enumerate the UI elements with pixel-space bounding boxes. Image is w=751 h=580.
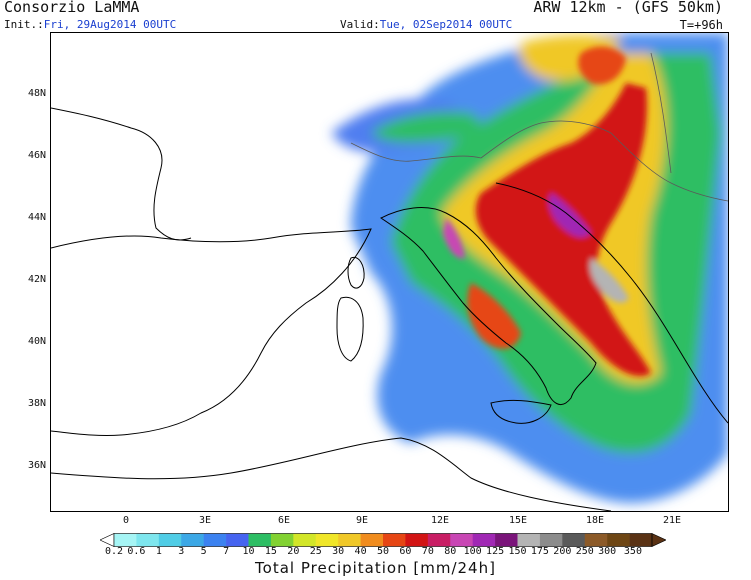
colorbar-swatch xyxy=(181,533,204,547)
colorbar-swatch xyxy=(360,533,384,547)
colorbar-value-label: 7 xyxy=(223,546,230,557)
lon-label-15e: 15E xyxy=(508,515,528,526)
init-value: Fri, 29Aug2014 00UTC xyxy=(43,18,177,31)
precipitation-map xyxy=(50,32,729,512)
borders-overlay xyxy=(350,52,728,202)
colorbar-swatch xyxy=(472,533,496,547)
colorbar-swatch xyxy=(539,533,563,547)
colorbar-value-label: 100 xyxy=(463,546,482,557)
colorbar-value-label: 5 xyxy=(200,546,207,557)
colorbar-value-label: 0.2 xyxy=(104,546,124,557)
lat-label-38n: 38N xyxy=(28,398,47,409)
lon-label-18e: 18E xyxy=(585,515,605,526)
colorbar-title: Total Precipitation [mm/24h] xyxy=(255,559,496,577)
lon-label-3e: 3E xyxy=(198,515,212,526)
lead-time: T=+96h xyxy=(679,18,723,32)
colorbar-swatch xyxy=(248,533,272,547)
colorbar-swatch xyxy=(270,533,294,547)
colorbar-value-label: 3 xyxy=(178,546,185,557)
valid-label: Valid: xyxy=(340,18,380,31)
colorbar-swatch xyxy=(136,533,160,547)
lat-label-36n: 36N xyxy=(28,460,47,471)
lon-label-9e: 9E xyxy=(355,515,369,526)
init-label: Init.: xyxy=(4,18,44,31)
colorbar xyxy=(100,533,666,547)
colorbar-value-label: 30 xyxy=(332,546,345,557)
colorbar-swatch xyxy=(427,533,451,547)
colorbar-value-label: 250 xyxy=(575,546,594,557)
lat-label-42n: 42N xyxy=(28,274,47,285)
colorbar-value-label: 25 xyxy=(309,546,322,557)
colorbar-value-label: 175 xyxy=(530,546,549,557)
colorbar-value-label: 20 xyxy=(287,546,300,557)
lat-label-46n: 46N xyxy=(28,150,47,161)
colorbar-swatch xyxy=(562,533,586,547)
valid-value: Tue, 02Sep2014 00UTC xyxy=(379,18,513,31)
colorbar-value-label: 80 xyxy=(444,546,457,557)
colorbar-value-label: 150 xyxy=(508,546,527,557)
lon-label-6e: 6E xyxy=(277,515,291,526)
lon-label-12e: 12E xyxy=(430,515,450,526)
colorbar-under-triangle xyxy=(100,533,115,547)
colorbar-value-label: 15 xyxy=(264,546,277,557)
lat-label-48n: 48N xyxy=(28,88,47,99)
colorbar-value-label: 50 xyxy=(376,546,390,557)
colorbar-value-label: 60 xyxy=(399,546,412,557)
colorbar-swatch xyxy=(450,533,473,547)
colorbar-value-label: 125 xyxy=(486,546,505,557)
lon-label-0: 0 xyxy=(122,515,130,526)
colorbar-over-triangle xyxy=(651,533,666,547)
precipitation-field xyxy=(331,33,728,503)
colorbar-value-label: 40 xyxy=(354,546,367,557)
colorbar-swatch xyxy=(629,533,653,547)
colorbar-swatch xyxy=(607,533,630,547)
colorbar-swatch xyxy=(584,533,608,547)
init-time: Init.:Fri, 29Aug2014 00UTC xyxy=(4,18,176,31)
colorbar-value-label: 300 xyxy=(598,546,617,557)
colorbar-swatch xyxy=(293,533,317,547)
colorbar-value-label: 70 xyxy=(421,546,434,557)
colorbar-swatch xyxy=(114,533,137,547)
colorbar-swatch xyxy=(338,533,361,547)
colorbar-swatch xyxy=(383,533,406,547)
colorbar-swatch xyxy=(203,533,227,547)
model-title: ARW 12km - (GFS 50km) xyxy=(533,0,723,16)
lat-label-40n: 40N xyxy=(28,336,47,347)
colorbar-swatch xyxy=(405,533,429,547)
lat-label-44n: 44N xyxy=(28,212,47,223)
coastline-overlay xyxy=(51,107,728,511)
colorbar-value-label: 0.6 xyxy=(127,546,146,557)
colorbar-swatch xyxy=(517,533,541,547)
colorbar-swatch xyxy=(226,533,249,547)
colorbar-value-label: 1 xyxy=(155,546,162,557)
organization-title: Consorzio LaMMA xyxy=(4,0,140,16)
colorbar-value-label: 200 xyxy=(553,546,572,557)
colorbar-swatch xyxy=(495,533,518,547)
lon-label-21e: 21E xyxy=(662,515,682,526)
colorbar-value-label: 10 xyxy=(242,546,255,557)
valid-time: Valid:Tue, 02Sep2014 00UTC xyxy=(340,18,512,31)
colorbar-value-label: 350 xyxy=(623,546,642,557)
colorbar-swatch xyxy=(158,533,182,547)
colorbar-swatch xyxy=(315,533,339,547)
